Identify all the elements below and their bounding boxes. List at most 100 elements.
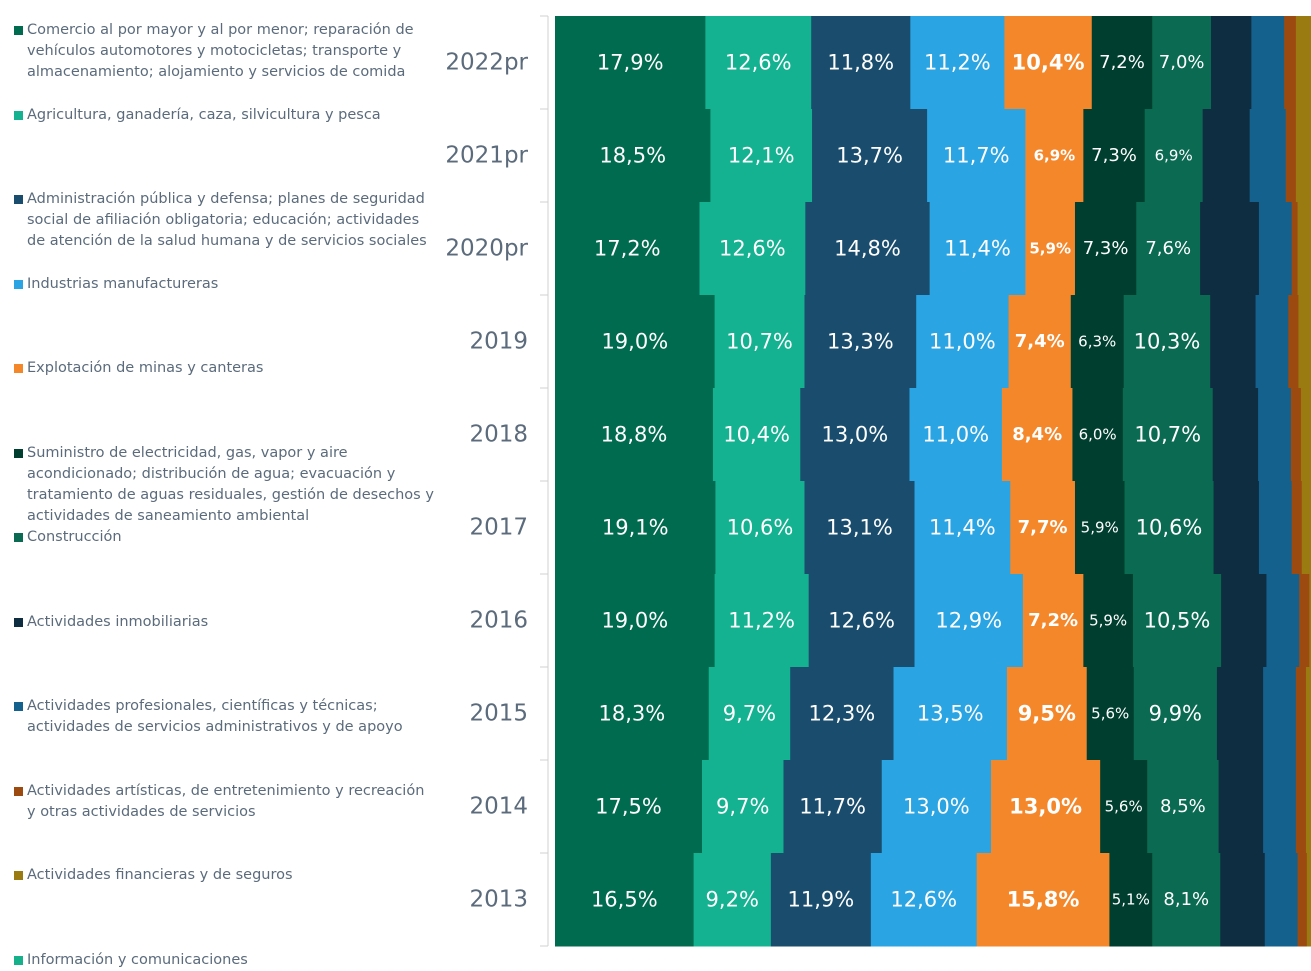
bar-segment	[914, 481, 1011, 575]
legend-swatch	[14, 617, 23, 627]
data-label: 16,5%	[591, 888, 658, 912]
bar-segment	[916, 295, 1010, 389]
legend-item: Construcción	[14, 527, 434, 548]
bar-segment	[1309, 574, 1311, 668]
data-label: 10,7%	[726, 330, 793, 354]
data-label: 17,2%	[594, 237, 661, 261]
data-label: 12,6%	[719, 237, 786, 261]
data-label: 17,9%	[597, 51, 664, 75]
data-label: 19,1%	[602, 516, 669, 540]
bar-segment	[1006, 667, 1088, 761]
bar-segment	[1258, 388, 1292, 482]
bar-segment	[1255, 295, 1289, 389]
legend-label: Actividades profesionales, científicas y…	[27, 698, 403, 735]
data-label: 12,6%	[890, 888, 957, 912]
bar-segment	[1301, 481, 1311, 575]
data-label: 5,9%	[1081, 519, 1119, 537]
bar-segment	[555, 388, 714, 482]
bar-segment	[909, 388, 1003, 482]
data-label: 17,5%	[595, 795, 662, 819]
data-label: 11,8%	[827, 51, 894, 75]
bar-segment	[699, 202, 806, 296]
data-label: 5,9%	[1089, 612, 1127, 630]
bar-segment	[555, 574, 716, 668]
bar-segment	[1008, 295, 1072, 389]
bar-segment	[1300, 388, 1311, 482]
data-label: 13,0%	[1009, 795, 1082, 819]
data-label: 8,4%	[1012, 424, 1062, 445]
bar-segment	[1264, 853, 1299, 947]
bar-segment	[1218, 760, 1264, 854]
bar-segment	[1221, 574, 1267, 668]
legend-label: Actividades financieras y de seguros	[27, 867, 293, 883]
bar-segment	[808, 574, 916, 668]
bar-segment	[1306, 853, 1311, 947]
legend-label: Explotación de minas y canteras	[27, 360, 264, 376]
bar-segment	[811, 16, 911, 110]
bar-segment	[1147, 760, 1220, 854]
bar-segment	[1285, 109, 1297, 203]
bar-segment	[804, 295, 917, 389]
data-label: 11,7%	[799, 795, 866, 819]
bar-segment	[790, 667, 895, 761]
legend-label: Construcción	[27, 529, 122, 545]
data-label: 12,9%	[935, 609, 1002, 633]
data-label: 11,7%	[943, 144, 1010, 168]
bar-segment	[927, 109, 1026, 203]
bar-segment	[1086, 667, 1135, 761]
data-label: 9,7%	[723, 702, 776, 726]
bar-segment	[1152, 853, 1221, 947]
bar-segment	[1295, 16, 1311, 110]
bar-segment	[1074, 481, 1126, 575]
data-label: 13,5%	[917, 702, 984, 726]
bar-segment	[1305, 760, 1311, 854]
bar-segment	[1263, 760, 1297, 854]
bar-segment	[1297, 853, 1308, 947]
bar-segment	[783, 760, 883, 854]
y-tick-label: 2022pr	[445, 50, 528, 76]
bar-segment	[555, 760, 703, 854]
bar-segment	[705, 16, 812, 110]
bar-segment	[1249, 109, 1287, 203]
bar-segment	[770, 853, 872, 947]
bar-segment	[1010, 481, 1076, 575]
data-label: 9,7%	[716, 795, 769, 819]
data-label: 6,0%	[1079, 426, 1117, 444]
legend-item: Comercio al por mayor y al por menor; re…	[14, 20, 434, 83]
data-label: 5,9%	[1029, 240, 1071, 258]
data-label: 11,4%	[944, 237, 1011, 261]
bar-segment	[710, 109, 813, 203]
bar-segment	[714, 574, 810, 668]
legend-label: Actividades artísticas, de entretenimien…	[27, 782, 425, 820]
bar-segment	[1288, 295, 1299, 389]
legend-item: Información y comunicaciones	[14, 950, 434, 971]
data-label: 10,6%	[1136, 516, 1203, 540]
data-label: 7,0%	[1159, 52, 1205, 73]
data-label: 18,8%	[601, 423, 668, 447]
bar-segment	[929, 202, 1026, 296]
data-label: 8,5%	[1160, 796, 1206, 817]
legend-swatch	[14, 364, 23, 373]
data-label: 12,6%	[725, 51, 792, 75]
bar-segment	[990, 760, 1101, 854]
bar-segment	[555, 109, 711, 203]
legend-item: Actividades artísticas, de entretenimien…	[14, 781, 434, 823]
bar-segment	[1299, 574, 1310, 668]
bar-segment	[1004, 16, 1093, 110]
bar-segment	[1210, 295, 1257, 389]
bar-segment	[1025, 109, 1084, 203]
data-label: 11,2%	[924, 51, 991, 75]
bar-segment	[881, 760, 992, 854]
bar-segment	[1025, 202, 1076, 296]
legend-label: Industrias manufactureras	[27, 275, 219, 292]
data-label: 9,2%	[706, 888, 759, 912]
bar-segment	[1305, 667, 1311, 761]
bar-segment	[1074, 202, 1137, 296]
legend-item: Explotación de minas y canteras	[14, 358, 434, 379]
bar-segment	[714, 295, 805, 389]
legend: Comercio al por mayor y al por menor; re…	[0, 0, 440, 968]
legend-swatch	[14, 195, 23, 204]
data-label: 7,4%	[1015, 331, 1065, 352]
data-label: 10,4%	[1012, 51, 1085, 75]
bar-segment	[1109, 853, 1153, 947]
